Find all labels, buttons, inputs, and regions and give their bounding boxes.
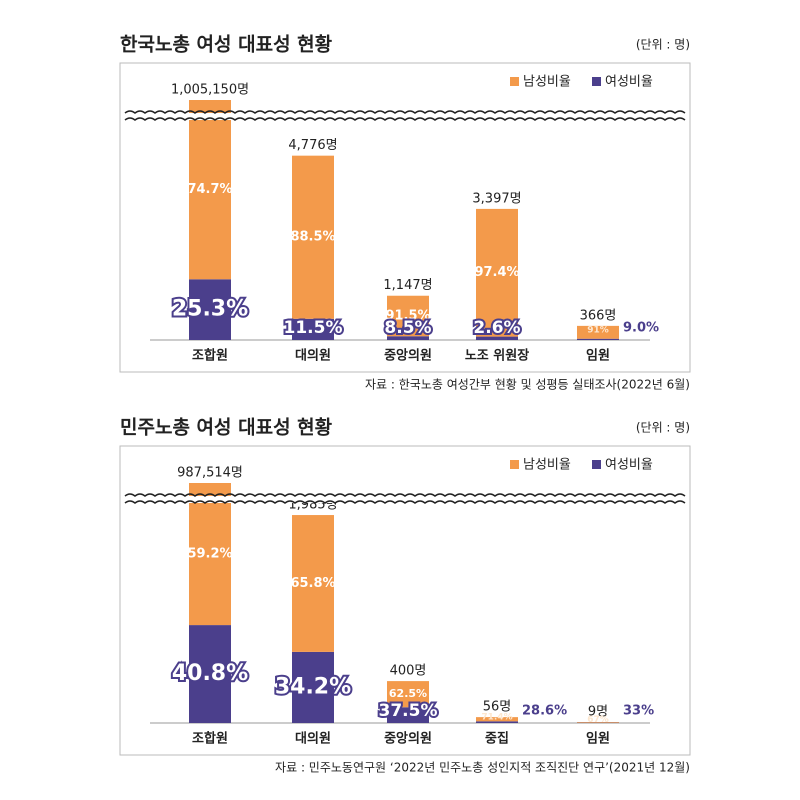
x-tick-label: 대의원 bbox=[295, 348, 331, 364]
total-label: 987,514명 bbox=[177, 466, 243, 481]
male-label: 67% bbox=[587, 715, 609, 725]
bar-male bbox=[189, 100, 231, 280]
x-tick-label: 노조 위원장 bbox=[465, 348, 529, 364]
chart-frame bbox=[119, 445, 691, 756]
legend-swatch bbox=[510, 460, 519, 469]
male-label: 88.5% bbox=[290, 230, 335, 245]
chart-title: 민주노총 여성 대표성 현황 bbox=[120, 416, 333, 439]
axis-break-line bbox=[124, 493, 686, 497]
total-label: 1,005,150명 bbox=[171, 83, 249, 98]
bar-male bbox=[387, 295, 429, 337]
female-label: 11.5% bbox=[284, 318, 343, 338]
male-label: 71.4% bbox=[481, 713, 512, 723]
x-tick-label: 임원 bbox=[586, 349, 610, 364]
source-note: 자료 : 민주노동연구원 ‘2022년 민주노총 성인지적 조직진단 연구’(2… bbox=[275, 761, 690, 775]
legend-label: 여성비율 bbox=[605, 75, 653, 90]
legend-label: 남성비율 bbox=[523, 75, 571, 90]
total-label: 1,147명 bbox=[383, 278, 432, 293]
total-label: 366명 bbox=[580, 308, 617, 323]
bar-male bbox=[292, 515, 334, 652]
source-note: 자료 : 한국노총 여성간부 현황 및 성평등 실태조사(2022년 6월) bbox=[365, 378, 690, 392]
x-tick-label: 중앙의원 bbox=[384, 731, 432, 747]
bar-female bbox=[292, 318, 334, 340]
x-tick-label: 임원 bbox=[586, 732, 610, 747]
total-label: 56명 bbox=[483, 700, 512, 715]
legend-label: 여성비율 bbox=[605, 458, 653, 473]
unit-note: (단위 : 명) bbox=[636, 421, 690, 435]
female-label: 2.6% bbox=[473, 318, 520, 338]
female-label: 25.3% bbox=[172, 297, 248, 322]
legend-swatch bbox=[510, 77, 519, 86]
total-label: 9명 bbox=[588, 705, 608, 720]
bar-male bbox=[476, 717, 518, 722]
bar-male bbox=[189, 483, 231, 626]
axis-break-line bbox=[124, 500, 686, 504]
male-label: 91% bbox=[587, 325, 609, 335]
bar-female bbox=[189, 625, 231, 723]
male-label: 62.5% bbox=[389, 687, 427, 700]
male-label: 97.4% bbox=[474, 265, 519, 280]
legend-label: 남성비율 bbox=[523, 458, 571, 473]
bar-male bbox=[387, 681, 429, 708]
female-label: 37.5% bbox=[379, 701, 438, 721]
male-label: 74.7% bbox=[187, 182, 232, 197]
male-label: 59.2% bbox=[187, 547, 232, 562]
bar-female bbox=[577, 338, 619, 340]
x-tick-label: 조합원 bbox=[192, 731, 228, 747]
chart-frame bbox=[119, 62, 691, 373]
total-label: 400명 bbox=[390, 664, 427, 679]
chart-title: 한국노총 여성 대표성 현황 bbox=[120, 33, 333, 56]
total-label: 3,397명 bbox=[472, 191, 521, 206]
bar-female bbox=[387, 336, 429, 340]
legend-swatch bbox=[592, 460, 601, 469]
male-label: 91.5% bbox=[385, 308, 430, 323]
bar-female bbox=[189, 279, 231, 340]
legend-swatch bbox=[592, 77, 601, 86]
axis-break-gap bbox=[122, 113, 688, 120]
female-label: 40.8% bbox=[172, 661, 248, 686]
bar-male bbox=[577, 722, 619, 723]
x-tick-label: 대의원 bbox=[295, 731, 331, 747]
x-tick-label: 조합원 bbox=[192, 348, 228, 364]
total-label: 4,776명 bbox=[288, 138, 337, 153]
axis-break-line bbox=[124, 110, 686, 114]
bar-male bbox=[476, 208, 518, 337]
bar-female bbox=[476, 336, 518, 340]
female-label: 34.2% bbox=[275, 674, 351, 699]
female-label: 33% bbox=[623, 704, 654, 719]
female-label: 8.5% bbox=[384, 318, 431, 338]
bar-female bbox=[387, 707, 429, 723]
x-tick-label: 중집 bbox=[485, 732, 509, 747]
bar-female bbox=[292, 651, 334, 723]
female-label: 28.6% bbox=[522, 704, 567, 719]
bar-female bbox=[476, 721, 518, 723]
unit-note: (단위 : 명) bbox=[636, 38, 690, 52]
male-label: 65.8% bbox=[290, 576, 335, 591]
axis-break-line bbox=[124, 117, 686, 121]
axis-break-gap bbox=[122, 496, 688, 503]
x-tick-label: 중앙의원 bbox=[384, 348, 432, 364]
female-label: 9.0% bbox=[623, 321, 659, 336]
bar-male bbox=[292, 155, 334, 319]
bar-male bbox=[577, 325, 619, 339]
